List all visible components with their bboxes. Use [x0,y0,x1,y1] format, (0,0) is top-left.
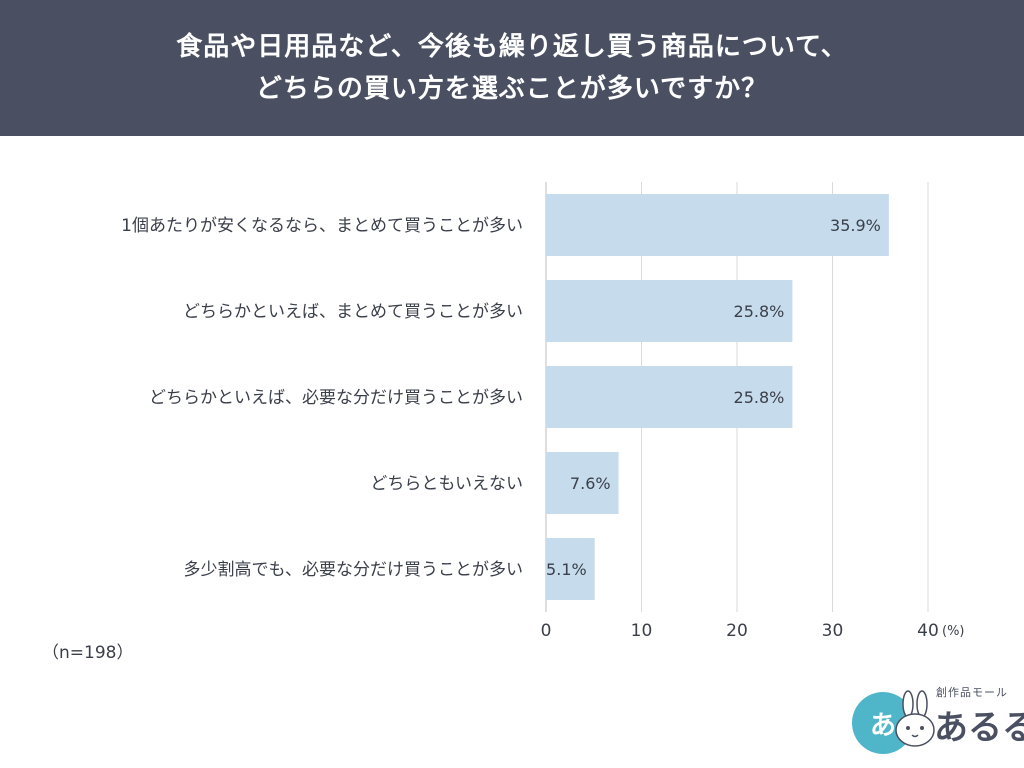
x-tick-label: 0 [541,621,552,641]
x-tick-label: 10 [631,621,653,641]
x-axis-unit: (%) [942,624,965,639]
category-label: 多少割高でも、必要な分だけ買うことが多い [184,560,524,580]
bar [546,538,595,600]
sample-size-note: （n=198） [42,643,134,663]
bar [546,452,619,514]
title-line-1: 食品や日用品など、今後も繰り返し買う商品について、 [176,32,848,62]
title-line-2: どちらの買い方を選ぶことが多いですか？ [255,74,769,104]
x-tick-label: 30 [822,621,844,641]
bar [546,280,793,342]
bar-value-label: 25.8% [734,302,785,321]
brand-logo: あ 創作品モール あるる [852,684,1024,754]
chart-header: 食品や日用品など、今後も繰り返し買う商品について、 どちらの買い方を選ぶことが多… [0,0,1024,136]
x-tick-label: 40 [917,621,939,641]
category-label: どちらともいえない [370,474,523,494]
bar-value-label: 5.1% [546,560,587,579]
logo-wordmark: あるる [934,708,1024,748]
logo-subtitle: 創作品モール [936,686,1008,699]
bar-value-label: 35.9% [830,216,881,235]
bar-value-label: 25.8% [734,388,785,407]
bar-value-label: 7.6% [570,474,611,493]
bar [546,366,793,428]
rabbit-icon [895,690,935,747]
bar [546,194,889,256]
category-label: 1個あたりが安くなるなら、まとめて買うことが多い [121,216,523,236]
x-tick-label: 20 [726,621,748,641]
category-label: どちらかといえば、必要な分だけ買うことが多い [149,388,523,408]
category-label: どちらかといえば、まとめて買うことが多い [183,302,523,322]
